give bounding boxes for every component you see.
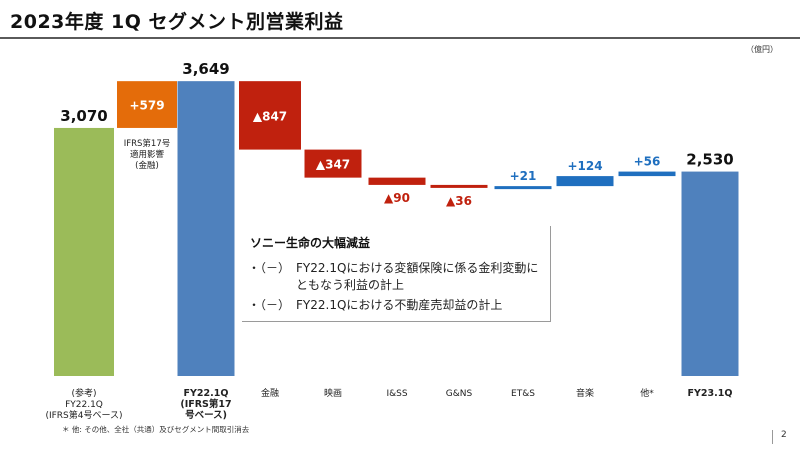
bar-annotation: IFRS第17号 (124, 138, 171, 149)
bar-value-label: ▲90 (384, 191, 410, 205)
category-label: (IFRS第17 (180, 398, 231, 410)
category-label: I&SS (386, 389, 407, 399)
waterfall-bar (681, 171, 739, 376)
category-label: FY22.1Q (65, 400, 103, 410)
bar-value-label: +579 (129, 99, 164, 113)
bar-value-label: 3,649 (182, 60, 229, 78)
bar-annotation: 適用影響 (130, 149, 165, 160)
callout-item-marker: ・（－） (248, 261, 291, 275)
category-label: (IFRS第4号ベース) (45, 409, 122, 421)
page-number: 2 (781, 430, 787, 440)
category-label: FY23.1Q (688, 388, 733, 399)
page-title: 2023年度 1Q セグメント別営業利益 (10, 11, 344, 33)
bar-annotation: (金融) (135, 160, 159, 171)
waterfall-bar (117, 81, 177, 128)
category-label: 音楽 (576, 387, 594, 399)
waterfall-bar (239, 81, 301, 150)
bar-value-label: +56 (634, 155, 661, 169)
waterfall-bar (304, 149, 362, 178)
category-label: 映画 (324, 387, 342, 399)
waterfall-bar (618, 171, 676, 177)
waterfall-bar (430, 184, 488, 188)
bar-value-label: 2,530 (686, 151, 733, 169)
bar-value-label: 3,070 (60, 107, 107, 125)
category-label: ET&S (511, 389, 535, 399)
bar-value-label: ▲347 (316, 158, 350, 172)
category-label: (参考) (71, 387, 96, 399)
callout-item-marker: ・（－） (248, 298, 291, 312)
title-divider (0, 37, 800, 39)
waterfall-bar (54, 127, 114, 376)
category-label: FY22.1Q (184, 388, 229, 399)
bar-value-label: ▲36 (446, 194, 472, 208)
waterfall-bar (368, 177, 426, 185)
callout-item-text: FY22.1Qにおける変額保険に係る金利変動にともなう利益の計上 (296, 261, 539, 292)
footnote: ＊ 他: その他、全社（共通）及びセグメント間取引消去 (62, 425, 250, 434)
category-label: 金融 (261, 387, 279, 399)
bar-value-label: +124 (567, 159, 602, 173)
bar-value-label: +21 (510, 169, 537, 183)
callout-box: ソニー生命の大幅減益 ・（－） FY22.1Qにおける変額保険に係る金利変動にとも… (242, 226, 551, 322)
category-label: G&NS (446, 389, 473, 399)
callout-item: ・（－） FY22.1Qにおける変額保険に係る金利変動にともなう利益の計上 (248, 260, 541, 294)
callout-title: ソニー生命の大幅減益 (250, 236, 371, 250)
waterfall-bar (494, 186, 552, 190)
waterfall-bar (177, 81, 235, 376)
callout-item-text: FY22.1Qにおける不動産売却益の計上 (296, 298, 503, 312)
unit-label: （億円） (746, 45, 778, 54)
page-number-divider (772, 430, 773, 444)
category-label: 他* (640, 387, 654, 399)
bar-value-label: ▲847 (253, 109, 287, 123)
waterfall-bar (556, 176, 614, 187)
category-label: 号ベース) (185, 410, 227, 421)
callout-item: ・（－） FY22.1Qにおける不動産売却益の計上 (248, 297, 541, 314)
